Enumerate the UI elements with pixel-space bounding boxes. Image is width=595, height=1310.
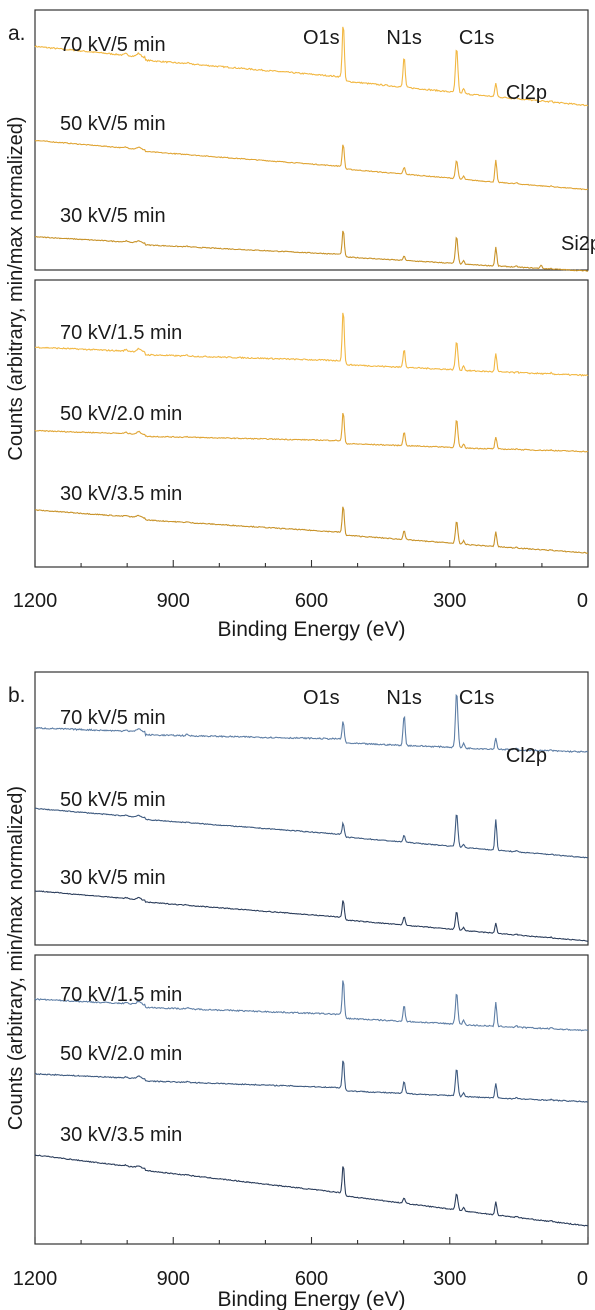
x-tick-label: 0 — [577, 590, 588, 612]
x-tick-label: 600 — [295, 590, 328, 612]
peak-label: Cl2p — [506, 745, 547, 767]
series-label: 70 kV/5 min — [60, 34, 166, 56]
x-tick-label: 600 — [295, 1268, 328, 1290]
series-label: 50 kV/2.0 min — [60, 403, 182, 425]
peak-label: O1s — [303, 27, 340, 49]
panel-label: b. — [8, 684, 26, 707]
series-line — [34, 980, 589, 1032]
series-label: 30 kV/5 min — [60, 867, 166, 889]
series-line — [34, 140, 589, 191]
x-tick-label: 0 — [577, 1268, 588, 1290]
peak-label: N1s — [386, 687, 422, 709]
panel-a: a. 70 kV/5 min 50 kV/5 min 30 kV/5 min 70 kV… — [5, 9, 595, 641]
series-label: 70 kV/1.5 min — [60, 984, 182, 1006]
peak-label: C1s — [459, 27, 495, 49]
x-tick-label: 300 — [433, 1268, 466, 1290]
panel-b: b. 70 kV/5 min 50 kV/5 min 30 kV/5 min 70 kV… — [5, 671, 589, 1310]
series-line — [34, 412, 589, 453]
peak-label: Si2p — [561, 233, 595, 255]
series-label: 50 kV/5 min — [60, 113, 166, 135]
x-tick-label: 1200 — [13, 1268, 58, 1290]
series-line — [34, 1154, 589, 1227]
plot-frame — [34, 9, 589, 271]
series-line — [34, 1060, 589, 1103]
series-line — [34, 807, 589, 859]
peak-label: Cl2p — [506, 82, 547, 104]
series-label: 30 kV/3.5 min — [60, 483, 182, 505]
peak-label: O1s — [303, 687, 340, 709]
x-tick-label: 1200 — [13, 590, 58, 612]
panel-label: a. — [8, 22, 26, 45]
series-line — [34, 230, 589, 272]
series-label: 50 kV/5 min — [60, 789, 166, 811]
series-line — [34, 506, 588, 554]
series-line — [34, 890, 589, 942]
series-label: 50 kV/2.0 min — [60, 1043, 182, 1065]
series-line — [34, 312, 589, 377]
series-label: 70 kV/1.5 min — [60, 322, 182, 344]
series-line — [34, 26, 589, 107]
x-tick-label: 900 — [157, 590, 190, 612]
y-axis-label: Counts (arbitrary, min/max normalized) — [5, 786, 27, 1130]
series-line — [34, 693, 589, 754]
x-tick-label: 900 — [157, 1268, 190, 1290]
x-axis-label: Binding Energy (eV) — [218, 618, 406, 641]
series-label: 30 kV/5 min — [60, 205, 166, 227]
x-tick-label: 300 — [433, 590, 466, 612]
peak-label: N1s — [386, 27, 422, 49]
series-label: 30 kV/3.5 min — [60, 1124, 182, 1146]
y-axis-label: Counts (arbitrary, min/max normalized) — [5, 116, 27, 460]
x-axis-label: Binding Energy (eV) — [218, 1288, 406, 1310]
peak-label: C1s — [459, 687, 495, 709]
series-label: 70 kV/5 min — [60, 707, 166, 729]
